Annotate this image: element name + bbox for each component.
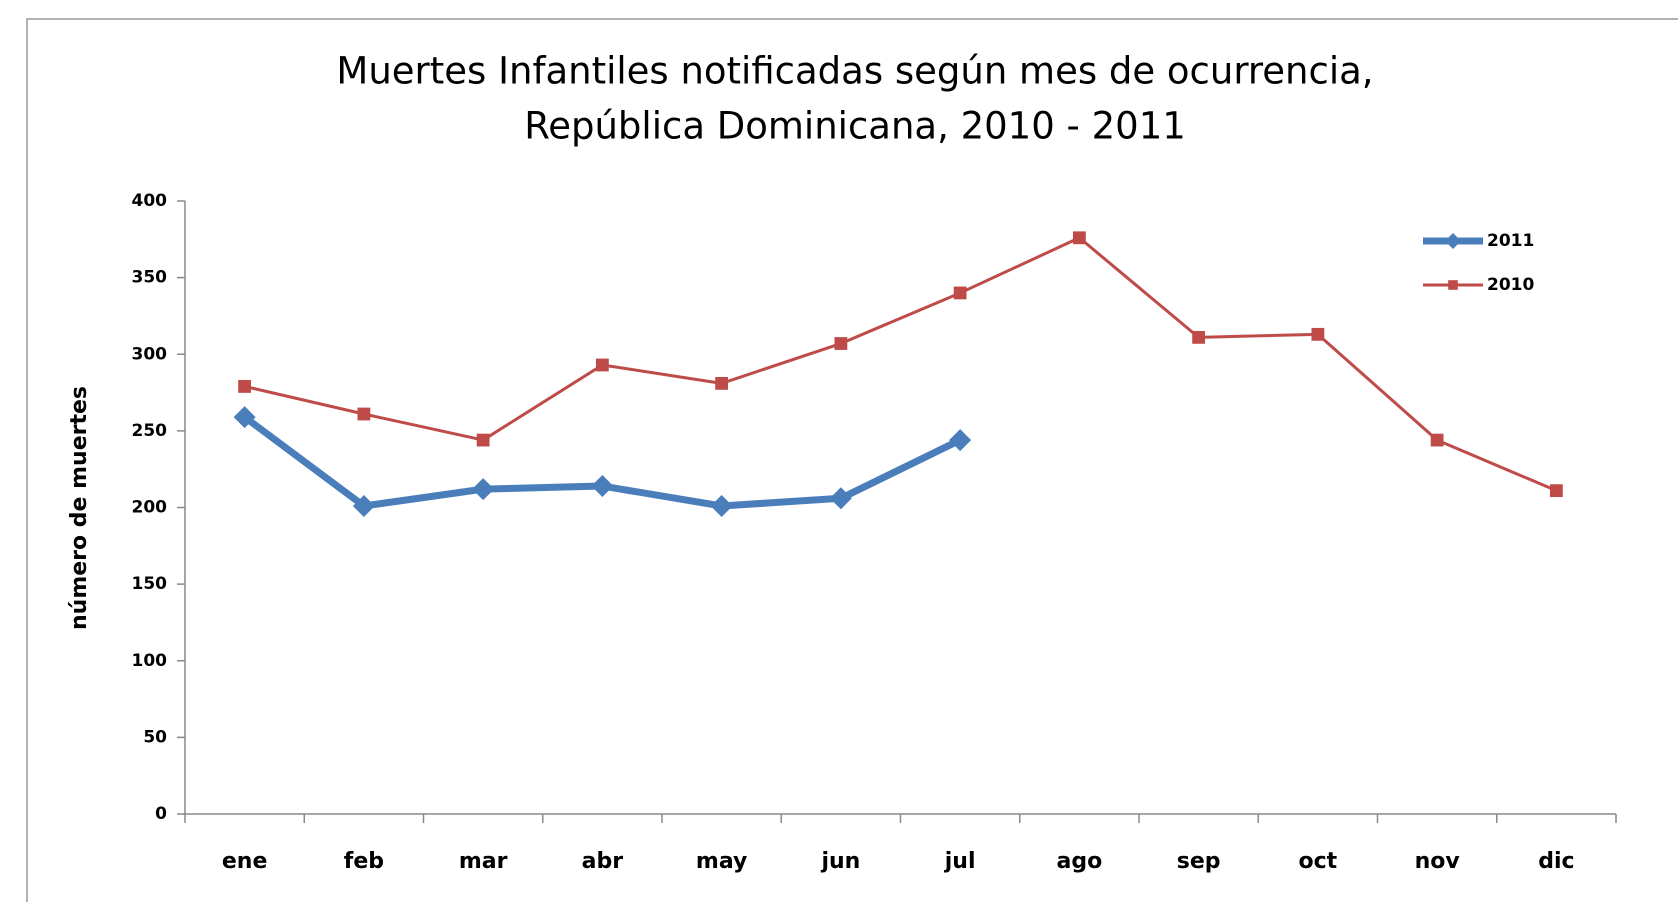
- legend-label: 2011: [1487, 231, 1534, 251]
- point: [834, 337, 848, 350]
- y-axis-label: número de muertes: [67, 386, 92, 630]
- x-tick-label: jul: [944, 849, 976, 874]
- point: [953, 286, 967, 300]
- x-tick-label: dic: [1538, 849, 1574, 874]
- y-tick-label: 400: [132, 191, 168, 211]
- legend-label: 2010: [1487, 275, 1534, 295]
- point: [1430, 433, 1444, 447]
- point: [1448, 280, 1458, 290]
- x-tick-label: ene: [222, 849, 268, 874]
- x-tick-label: jun: [820, 849, 860, 874]
- point: [1445, 233, 1461, 249]
- point: [472, 478, 495, 501]
- x-tick-label: ago: [1057, 849, 1103, 874]
- point: [595, 358, 609, 372]
- point: [238, 380, 252, 393]
- x-tick-label: sep: [1177, 849, 1221, 874]
- x-tick-label: nov: [1415, 849, 1461, 874]
- point: [1549, 484, 1563, 498]
- y-tick-label: 100: [132, 651, 168, 671]
- y-tick-label: 50: [143, 727, 167, 747]
- y-tick-label: 250: [132, 421, 168, 441]
- chart-title: República Dominicana, 2010 - 2011: [524, 105, 1186, 148]
- y-tick-label: 150: [132, 574, 168, 594]
- y-tick-label: 300: [132, 344, 168, 364]
- chart-frame: [26, 18, 1678, 902]
- y-tick-label: 200: [132, 498, 168, 518]
- x-tick-label: abr: [582, 849, 624, 874]
- y-tick-label: 350: [132, 268, 168, 288]
- point: [352, 494, 375, 517]
- point: [1072, 231, 1086, 245]
- point: [591, 475, 614, 498]
- point: [1192, 330, 1206, 344]
- x-tick-label: mar: [459, 849, 508, 874]
- point: [949, 429, 972, 452]
- point: [1311, 327, 1325, 341]
- x-tick-label: may: [696, 849, 747, 874]
- point: [233, 406, 256, 429]
- y-tick-label: 0: [155, 804, 167, 824]
- point: [710, 494, 733, 517]
- x-tick-label: oct: [1299, 849, 1338, 874]
- series-line: [244, 236, 1557, 493]
- point: [476, 433, 490, 447]
- point: [715, 376, 729, 390]
- point: [829, 487, 852, 510]
- x-tick-label: feb: [344, 849, 384, 874]
- chart-title: Muertes Infantiles notificadas según mes…: [336, 50, 1373, 93]
- point: [357, 407, 371, 421]
